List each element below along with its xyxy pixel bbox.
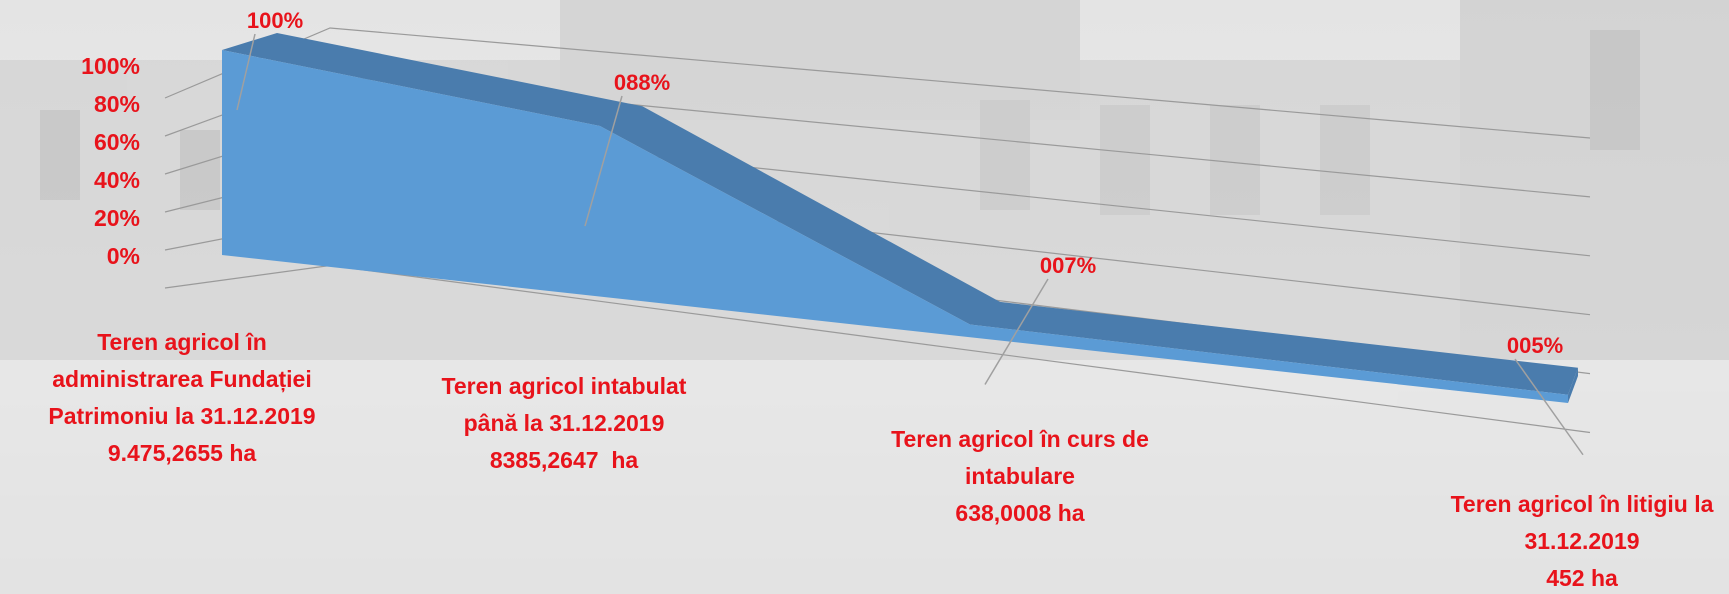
area-top bbox=[222, 33, 1578, 395]
x-tick-label: 8385,2647 ha bbox=[490, 447, 639, 473]
x-tick-label: până la 31.12.2019 bbox=[464, 410, 665, 436]
x-tick-label: Teren agricol intabulat bbox=[442, 373, 687, 399]
x-tick-label: Teren agricol în curs de bbox=[891, 426, 1149, 452]
x-tick-label: Patrimoniu la 31.12.2019 bbox=[48, 403, 315, 429]
plot bbox=[222, 33, 1578, 403]
labels: 0% 20% 40% 60% 80% 100% 100% 088% 007% 005% Teren … bbox=[48, 8, 1713, 591]
x-tick-label: 638,0008 ha bbox=[955, 500, 1084, 526]
leader-line bbox=[584, 95, 623, 227]
y-tick-label: 80% bbox=[94, 91, 140, 117]
leader-line bbox=[984, 278, 1049, 385]
x-tick-label: 9.475,2655 ha bbox=[108, 440, 257, 466]
x-tick-label: administrarea Fundației bbox=[52, 366, 311, 393]
y-tick-label: 100% bbox=[81, 53, 140, 79]
y-tick-label: 20% bbox=[94, 205, 140, 231]
y-tick-label: 40% bbox=[94, 167, 140, 193]
area-side bbox=[1568, 367, 1578, 403]
leader-line bbox=[1514, 358, 1584, 456]
x-tick-label: 31.12.2019 bbox=[1524, 528, 1639, 554]
value-label: 100% bbox=[247, 8, 303, 33]
value-label: 005% bbox=[1507, 333, 1563, 358]
value-label: 007% bbox=[1040, 253, 1096, 278]
leader-line bbox=[236, 33, 256, 111]
y-tick-label: 0% bbox=[107, 243, 140, 269]
x-tick-label: 452 ha bbox=[1546, 565, 1618, 591]
y-tick-label: 60% bbox=[94, 129, 140, 155]
x-tick-label: Teren agricol în litigiu la bbox=[1451, 491, 1714, 517]
area-front bbox=[222, 50, 1568, 403]
x-tick-label: intabulare bbox=[965, 463, 1075, 489]
value-label: 088% bbox=[614, 70, 670, 95]
grid-line bbox=[164, 27, 1591, 139]
x-tick-label: Teren agricol în bbox=[97, 329, 267, 355]
